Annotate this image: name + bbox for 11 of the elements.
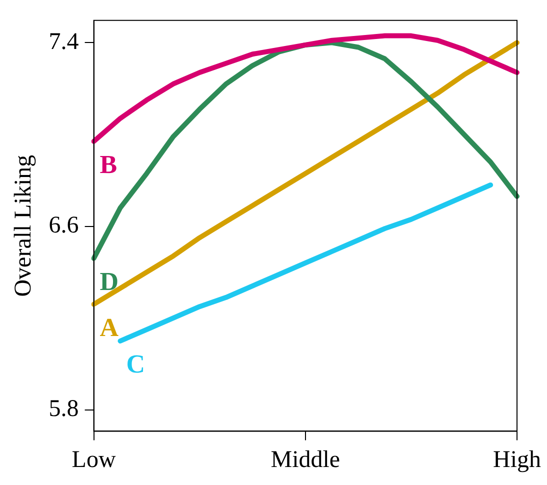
y-tick-label: 6.6 [48,212,79,239]
x-tick-label: Low [72,446,116,473]
x-tick-label: Middle [270,446,340,473]
y-tick-label: 7.4 [48,28,79,55]
series-label: B [100,150,118,180]
x-tick-label: High [493,446,541,473]
series-label: C [126,350,146,379]
series-label: A [100,313,119,342]
series-label: D [100,267,119,296]
y-axis-title: Overall Liking [10,154,37,297]
y-tick-label: 5.8 [48,396,79,422]
